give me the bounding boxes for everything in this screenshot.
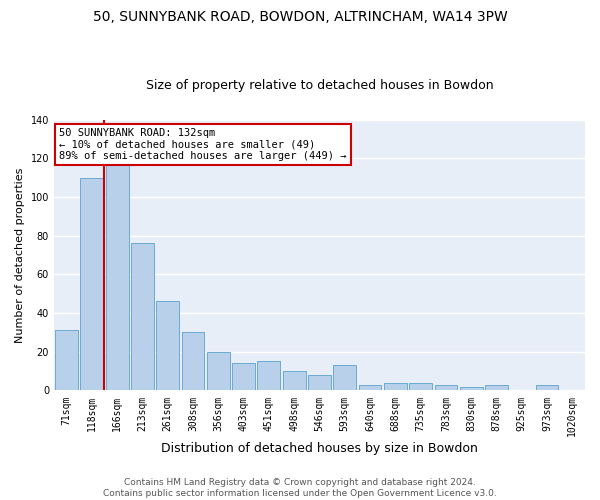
Bar <box>334 366 356 390</box>
Bar <box>308 375 331 390</box>
Bar <box>359 384 382 390</box>
Title: Size of property relative to detached houses in Bowdon: Size of property relative to detached ho… <box>146 79 493 92</box>
Bar <box>182 332 205 390</box>
Bar <box>409 382 432 390</box>
Text: 50, SUNNYBANK ROAD, BOWDON, ALTRINCHAM, WA14 3PW: 50, SUNNYBANK ROAD, BOWDON, ALTRINCHAM, … <box>92 10 508 24</box>
Bar <box>384 382 407 390</box>
Bar <box>106 162 128 390</box>
Bar <box>157 302 179 390</box>
Bar <box>485 384 508 390</box>
Bar <box>80 178 103 390</box>
Text: 50 SUNNYBANK ROAD: 132sqm
← 10% of detached houses are smaller (49)
89% of semi-: 50 SUNNYBANK ROAD: 132sqm ← 10% of detac… <box>59 128 347 161</box>
Bar <box>460 386 482 390</box>
Y-axis label: Number of detached properties: Number of detached properties <box>15 168 25 342</box>
Bar <box>257 362 280 390</box>
Bar <box>207 352 230 391</box>
Bar <box>536 384 559 390</box>
Bar <box>232 364 255 390</box>
Bar <box>283 371 305 390</box>
Bar <box>131 244 154 390</box>
X-axis label: Distribution of detached houses by size in Bowdon: Distribution of detached houses by size … <box>161 442 478 455</box>
Text: Contains HM Land Registry data © Crown copyright and database right 2024.
Contai: Contains HM Land Registry data © Crown c… <box>103 478 497 498</box>
Bar <box>55 330 78 390</box>
Bar <box>434 384 457 390</box>
